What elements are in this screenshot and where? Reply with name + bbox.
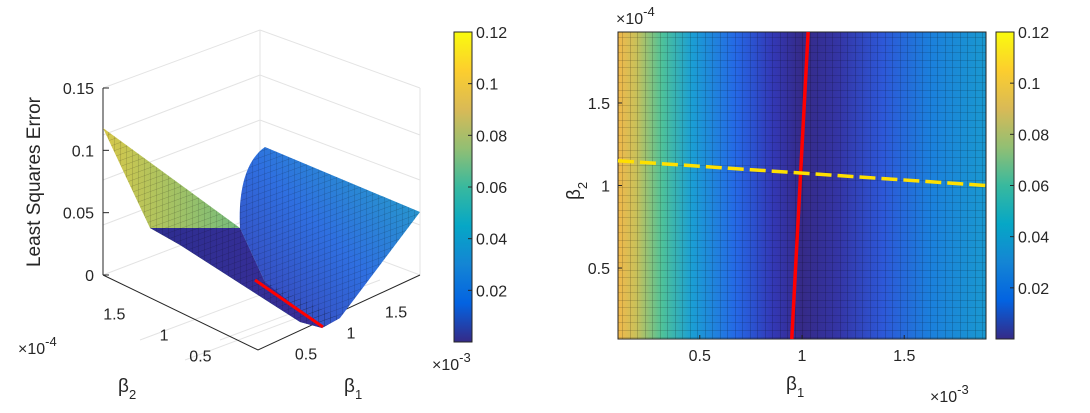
- heatmap-y-label: β2: [564, 182, 590, 200]
- colorbar-tick-label: 0.08: [1018, 127, 1049, 144]
- colorbar-tick-label: 0.02: [476, 283, 507, 300]
- colorbar-tick-label: 0.12: [476, 25, 507, 42]
- colorbar-tick-label: 0.1: [1018, 76, 1040, 93]
- heatmap-lines: [617, 31, 987, 340]
- z-tick-label: 0.15: [63, 81, 94, 98]
- colorbar-tick-label: 0.12: [1018, 25, 1049, 42]
- heatmap-x-ticks: 0.5 1 1.5: [689, 335, 915, 365]
- left-colorbar: 0.02 0.04 0.06 0.08 0.1 0.12: [453, 25, 507, 343]
- heatmap-x-label: β1: [786, 374, 804, 400]
- left-colorbar-ticks: 0.02 0.04 0.06 0.08 0.1 0.12: [468, 25, 507, 300]
- heatmap-line-beta1-optimum: [790, 31, 810, 340]
- surface-y-tick-label: 0.5: [189, 348, 211, 365]
- heatmap-plot: 0.5 1 1.5 0.5 1 1.5 ×10-4 ×10-3 β1 β2: [564, 4, 987, 406]
- surface-x-tick-label: 1.5: [385, 305, 407, 322]
- right-colorbar-ticks: 0.02 0.04 0.06 0.08 0.1 0.12: [1010, 25, 1049, 298]
- surface-floor-mesh: [150, 228, 340, 328]
- surface-y-label: β2: [118, 376, 136, 402]
- z-tick-label: 0.05: [63, 206, 94, 223]
- surface-x-tick-label: 0.5: [295, 346, 317, 363]
- z-tick-label: 0: [85, 268, 94, 285]
- surface-valley-line: [254, 278, 324, 329]
- surface-x-axis-ticks: 0.5 1 1.5: [295, 305, 407, 364]
- surface-z-label: Least Squares Error: [24, 96, 45, 267]
- heatmap-y-scale: ×10-4: [616, 4, 655, 28]
- colorbar-tick-label: 0.04: [1018, 230, 1049, 247]
- colorbar-tick-label: 0.06: [476, 180, 507, 197]
- heatmap-y-ticks: 0.5 1 1.5: [588, 96, 622, 278]
- surface-x-tick-label: 1: [347, 326, 356, 343]
- surface-x-label: β1: [344, 376, 362, 402]
- heatmap-x-tick-label: 1: [798, 348, 807, 365]
- surface-y-tick-label: 1: [160, 328, 169, 345]
- z-tick-label: 0.1: [72, 143, 94, 160]
- colorbar-tick-label: 0.08: [476, 128, 507, 145]
- colorbar-tick-label: 0.06: [1018, 179, 1049, 196]
- surface-box-axes: [102, 88, 421, 351]
- colorbar-tick-label: 0.02: [1018, 281, 1049, 298]
- heatmap-line-beta2-optimum: [617, 158, 987, 188]
- surface-right-wall-mesh: [239, 147, 420, 328]
- heatmap-x-tick-label: 1.5: [893, 348, 915, 365]
- z-axis-ticks: 0 0.05 0.1 0.15: [63, 81, 109, 285]
- surface-plot: 0 0.05 0.1 0.15 0.5 1 1.5 0.5 1 1.5 Least Squar…: [18, 29, 471, 402]
- surface-x-scale: ×10-3: [432, 350, 471, 374]
- colorbar-tick-label: 0.1: [476, 77, 498, 94]
- heatmap-y-tick-label: 1: [601, 179, 610, 196]
- heatmap-x-tick-label: 0.5: [689, 348, 711, 365]
- heatmap-y-tick-label: 1.5: [588, 96, 610, 113]
- heatmap-mesh: [618, 32, 986, 339]
- surface-y-axis-ticks: 0.5 1 1.5: [103, 307, 211, 366]
- surface-y-tick-label: 1.5: [103, 307, 125, 324]
- heatmap-y-tick-label: 0.5: [588, 261, 610, 278]
- colorbar-tick-label: 0.04: [476, 232, 507, 249]
- surface-y-scale: ×10-4: [18, 334, 57, 358]
- heatmap-x-scale: ×10-3: [930, 382, 969, 406]
- right-colorbar: 0.02 0.04 0.06 0.08 0.1 0.12: [995, 25, 1049, 340]
